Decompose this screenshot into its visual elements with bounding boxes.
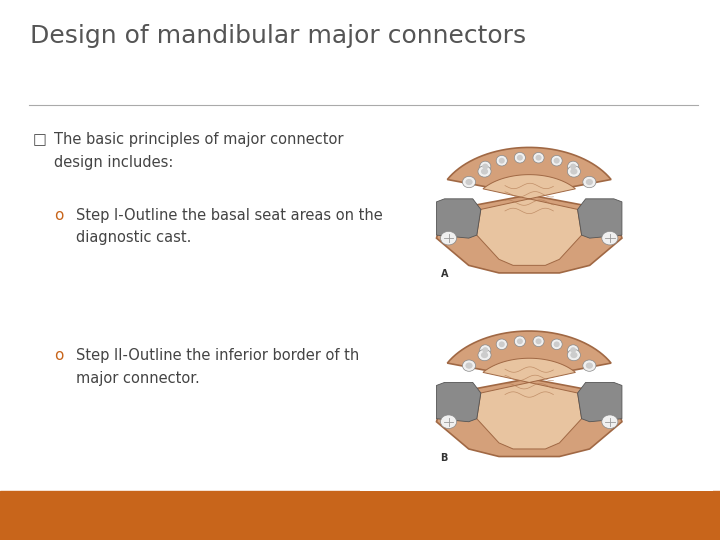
Ellipse shape [570,164,576,170]
Text: o: o [54,348,63,363]
Text: A: A [441,269,448,280]
Ellipse shape [478,166,491,177]
Ellipse shape [482,347,488,353]
Ellipse shape [480,345,491,355]
Text: Step II-Outline the inferior border of the
major connector.: Step II-Outline the inferior border of t… [76,348,368,386]
Polygon shape [477,358,582,449]
Ellipse shape [465,362,472,369]
Polygon shape [577,382,622,422]
Ellipse shape [496,339,508,349]
Ellipse shape [533,152,544,163]
Text: The basic principles of major connector
design includes:: The basic principles of major connector … [54,132,343,170]
Bar [360,302,713,491]
Ellipse shape [570,168,577,174]
Ellipse shape [441,231,456,245]
Ellipse shape [570,352,577,358]
Ellipse shape [499,158,505,164]
Polygon shape [577,199,622,238]
Polygon shape [436,331,622,456]
Polygon shape [436,199,481,238]
Text: o: o [54,208,63,223]
Text: B: B [441,453,448,463]
Ellipse shape [554,341,559,347]
Polygon shape [436,147,622,273]
Ellipse shape [480,161,491,172]
Ellipse shape [482,164,488,170]
Ellipse shape [533,336,544,347]
Ellipse shape [567,345,579,355]
Ellipse shape [517,339,523,344]
Ellipse shape [554,158,559,164]
Ellipse shape [496,156,508,166]
Ellipse shape [602,415,618,429]
Ellipse shape [586,179,593,185]
Ellipse shape [582,360,596,372]
Bar [0,491,720,540]
Text: □: □ [32,132,46,147]
Ellipse shape [570,347,576,353]
Polygon shape [436,382,481,422]
Ellipse shape [567,161,579,172]
Ellipse shape [462,360,476,372]
Ellipse shape [551,339,562,349]
Ellipse shape [465,179,472,185]
Ellipse shape [481,352,488,358]
Ellipse shape [462,177,476,188]
Ellipse shape [586,362,593,369]
Text: Step I-Outline the basal seat areas on the
diagnostic cast.: Step I-Outline the basal seat areas on t… [76,208,382,245]
Ellipse shape [478,349,491,361]
Ellipse shape [551,156,562,166]
Ellipse shape [582,177,596,188]
Ellipse shape [536,339,541,344]
Ellipse shape [567,166,580,177]
Polygon shape [477,174,582,265]
Ellipse shape [481,168,488,174]
Ellipse shape [517,155,523,160]
Text: Design of mandibular major connectors: Design of mandibular major connectors [30,24,526,48]
Ellipse shape [514,152,526,163]
Ellipse shape [567,349,580,361]
Ellipse shape [499,341,505,347]
Ellipse shape [536,155,541,160]
Ellipse shape [514,336,526,347]
Ellipse shape [441,415,456,429]
Ellipse shape [602,231,618,245]
